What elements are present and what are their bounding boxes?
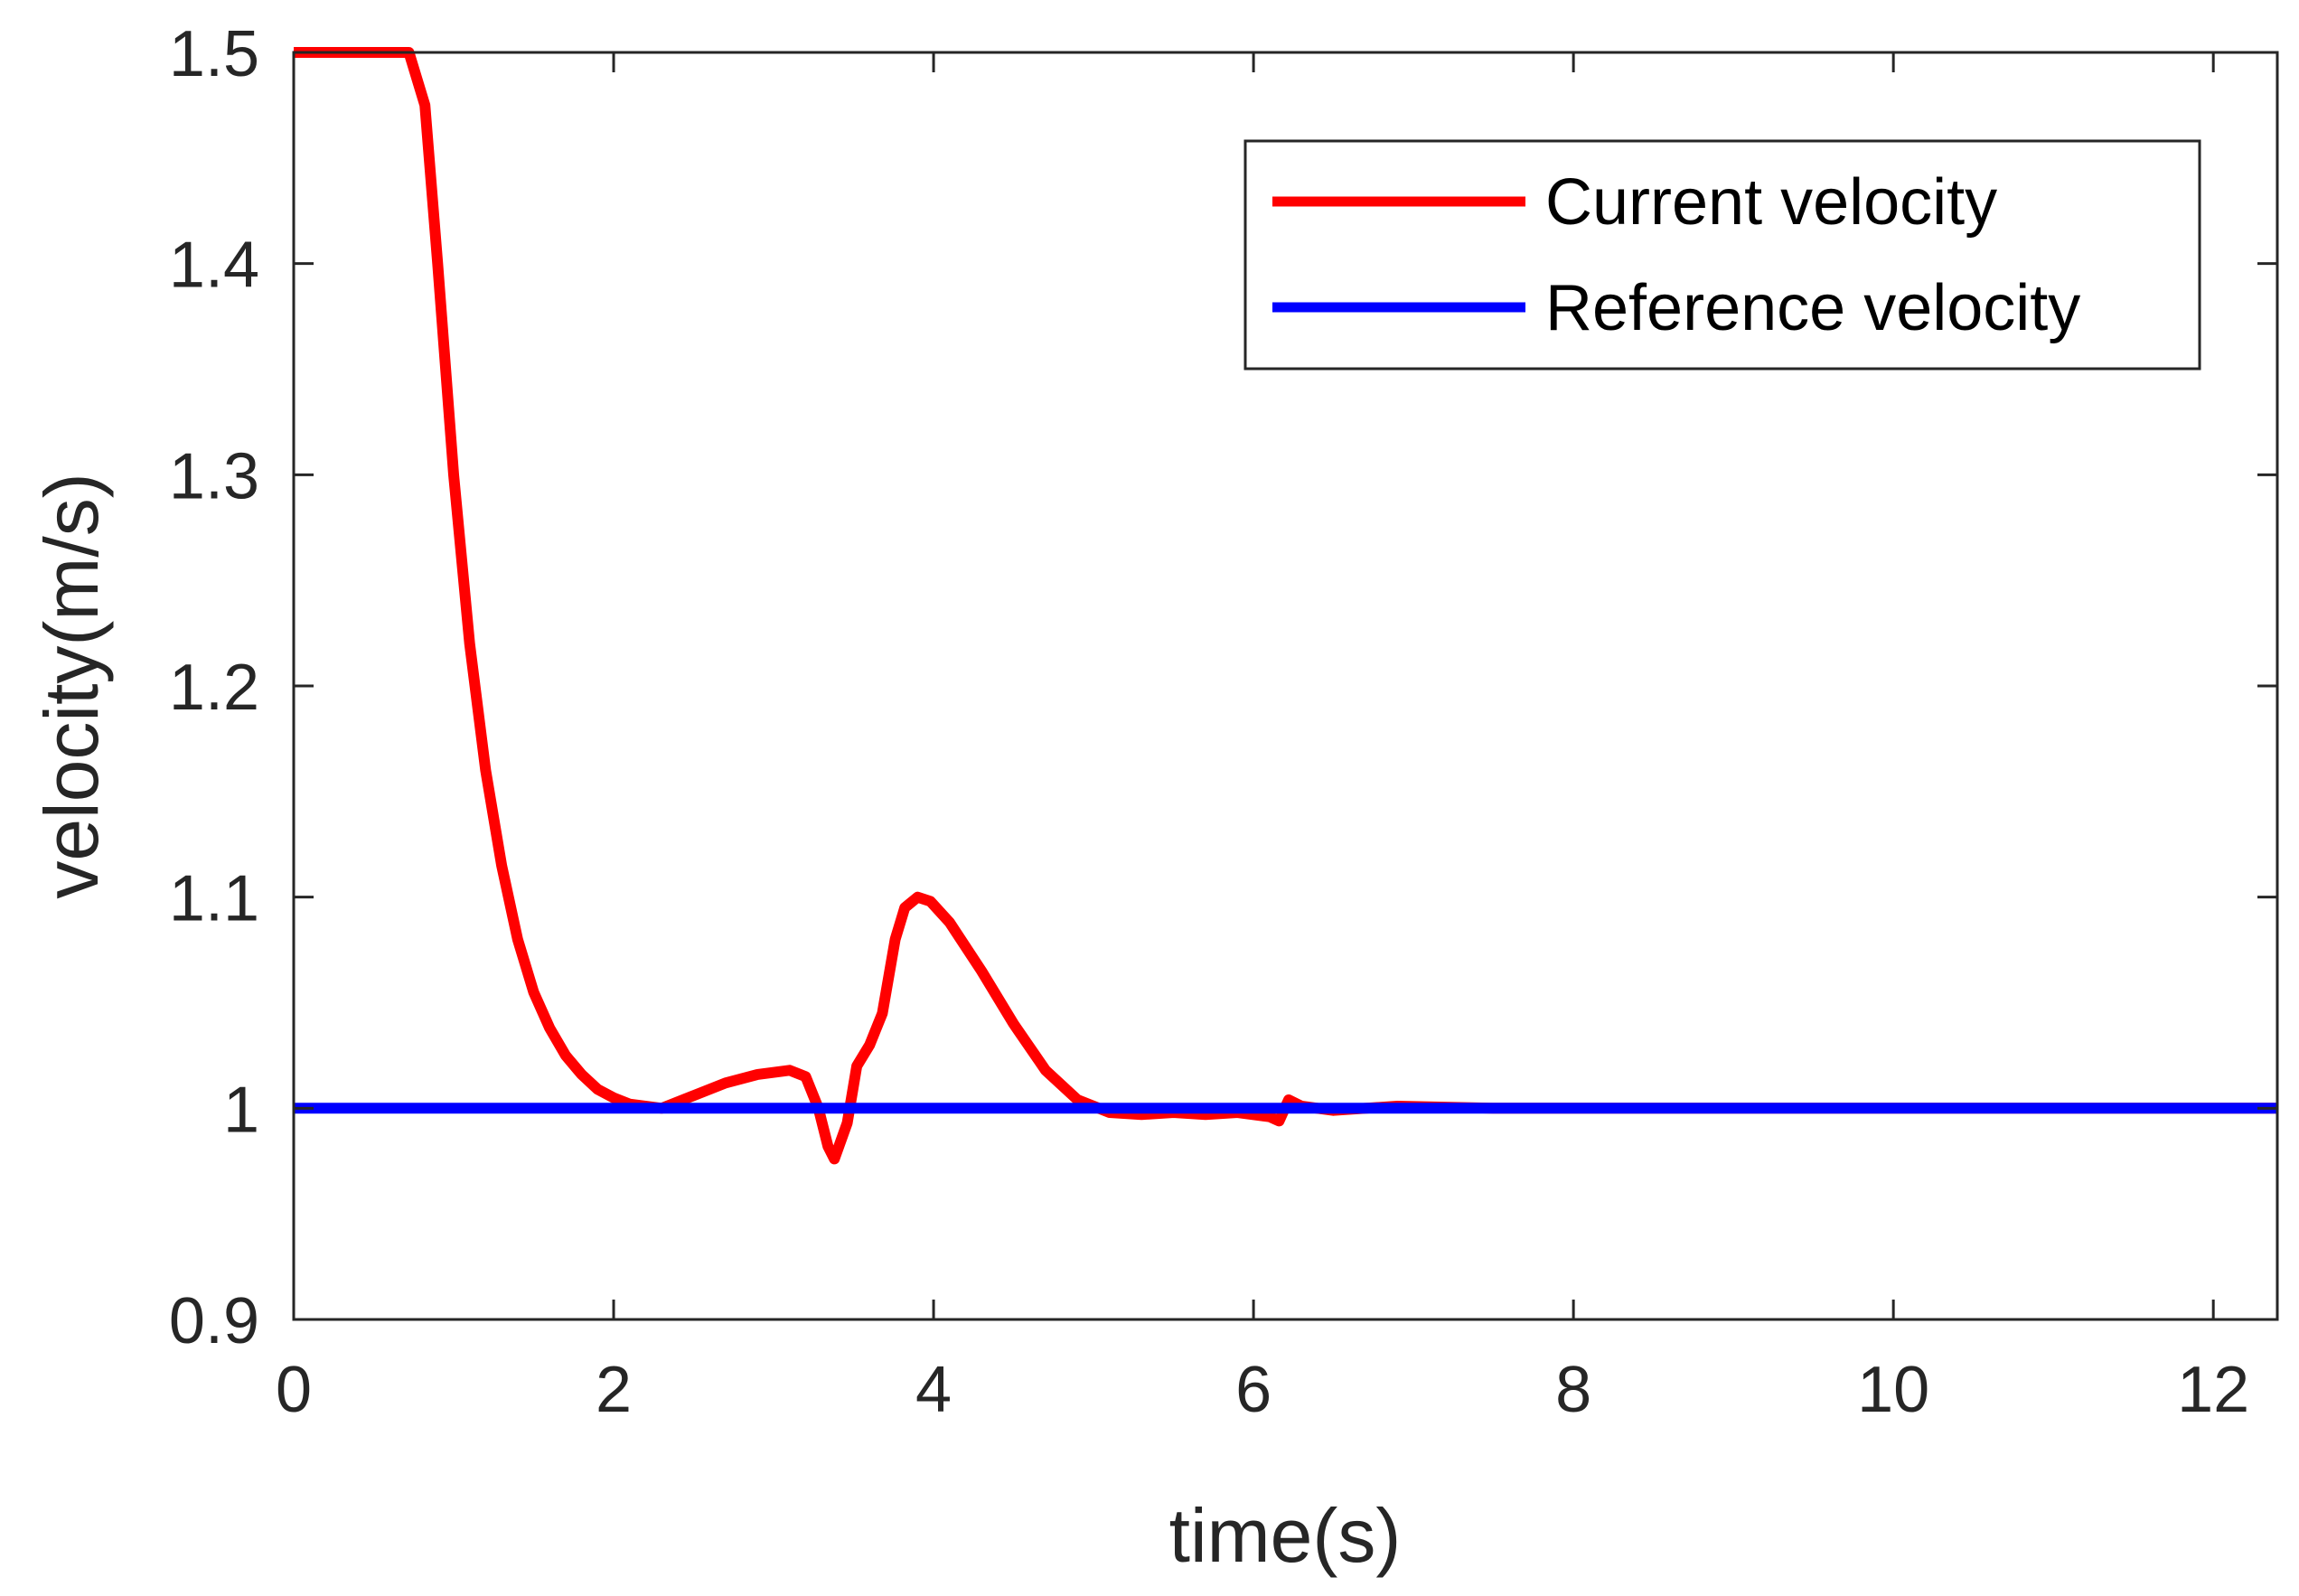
x-tick-label: 0 [276,1354,312,1426]
series-layer [294,47,2277,1165]
legend-label-current-velocity: Current velocity [1545,166,1997,239]
x-axis-title: time(s) [1169,1493,1402,1578]
x-tick-label: 12 [2177,1354,2249,1426]
x-tick-label: 10 [1857,1354,1929,1426]
y-tick-label: 1.5 [169,18,259,90]
y-tick-label: 1.3 [169,440,259,512]
legend-box [1243,139,2201,371]
x-tick-label: 8 [1555,1354,1591,1426]
ticks-layer: 0 2 4 6 8 10 12 0.9 1 1.1 1.2 1.3 1.4 1.5 [169,18,2277,1426]
y-tick-label: 1.2 [169,652,259,724]
y-tick-label: 1.1 [169,863,259,935]
legend: Current velocity Reference velocity [1243,139,2201,371]
x-tick-label: 6 [1235,1354,1271,1426]
y-tick-label: 1.4 [169,230,259,302]
y-tick-label: 1 [223,1074,259,1146]
legend-label-reference-velocity: Reference velocity [1545,272,2080,344]
axes-box [292,51,2279,1321]
y-tick-label: 0.9 [169,1285,259,1357]
x-tick-label: 4 [915,1354,952,1426]
x-tick-label: 2 [596,1354,632,1426]
y-axis-title: velocity(m/s) [29,473,114,898]
